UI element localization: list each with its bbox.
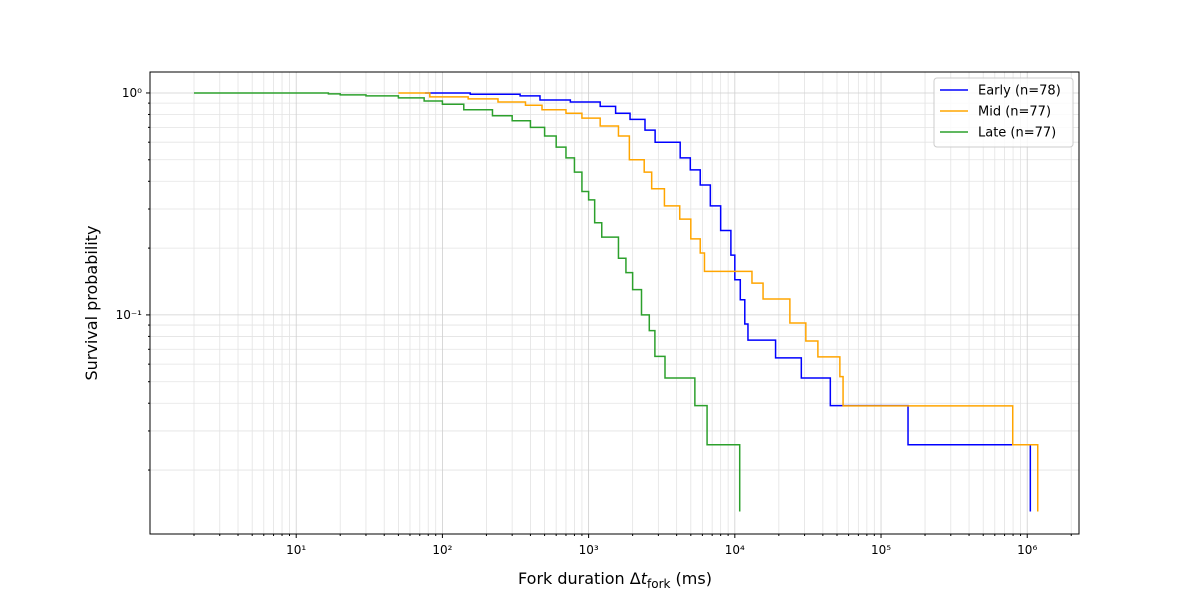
x-tick-label: 10² bbox=[432, 543, 452, 557]
y-axis-label: Survival probability bbox=[82, 226, 101, 381]
legend: Early (n=78) Mid (n=77) Late (n=77) bbox=[933, 77, 1074, 148]
x-label-unit: (ms) bbox=[670, 569, 712, 588]
x-tick-label: 10⁶ bbox=[1017, 543, 1037, 557]
x-label-var: t bbox=[641, 569, 648, 588]
axes-frame bbox=[149, 71, 1080, 535]
survival-curve bbox=[194, 92, 741, 512]
y-tick-label: 10⁻¹ bbox=[116, 308, 143, 322]
survival-curve bbox=[424, 92, 1032, 512]
y-tick-label: 10⁰ bbox=[122, 86, 142, 100]
x-tick-label: 10³ bbox=[579, 543, 599, 557]
survival-curve bbox=[398, 92, 1039, 512]
x-tick-label: 10¹ bbox=[286, 543, 306, 557]
x-axis-label: Fork duration Δtfork (ms) bbox=[518, 569, 712, 591]
legend-label: Mid (n=77) bbox=[978, 105, 1051, 120]
legend-box bbox=[933, 77, 1074, 148]
x-label-sub: fork bbox=[647, 577, 671, 591]
x-tick-label: 10⁵ bbox=[871, 543, 891, 557]
x-tick-label: 10⁴ bbox=[725, 543, 745, 557]
legend-label: Early (n=78) bbox=[978, 84, 1061, 99]
x-label-main: Fork duration Δ bbox=[518, 569, 641, 588]
legend-label: Late (n=77) bbox=[978, 126, 1056, 141]
